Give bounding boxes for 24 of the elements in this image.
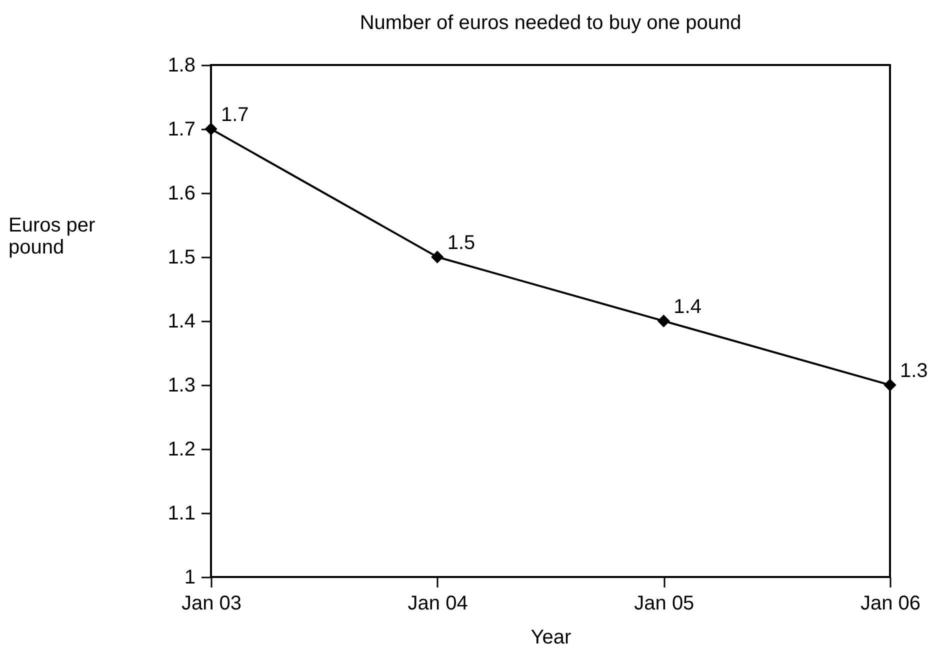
x-tick-label: Jan 04: [408, 592, 468, 614]
x-axis-title: Year: [530, 626, 572, 648]
y-tick-label: 1.7: [168, 118, 196, 140]
y-tick-label: 1.3: [168, 374, 196, 396]
y-tick-label: 1.8: [168, 54, 196, 76]
y-axis-title: Euros per pound: [8, 214, 96, 258]
point: [657, 314, 670, 328]
data-label: 1.5: [447, 232, 476, 254]
y-tick-label: 1.6: [168, 182, 196, 204]
y-tick-label: 1.2: [168, 438, 196, 460]
data-label: 1.3: [900, 360, 928, 382]
point: [431, 250, 444, 264]
data-label: 1.4: [674, 296, 702, 318]
point: [884, 378, 896, 392]
y-tick-label: 1.5: [168, 246, 196, 268]
x-tick-label: Jan 06: [860, 592, 921, 614]
point: [204, 122, 218, 136]
x-tick-label: Jan 05: [634, 592, 694, 614]
x-tick-label: Jan 03: [181, 592, 242, 614]
data-label: 1.7: [221, 104, 249, 126]
y-tick-label: 1: [184, 566, 196, 588]
y-tick-label: 1.1: [168, 502, 196, 524]
y-tick-label: 1.4: [168, 310, 196, 332]
chart-title: Number of euros needed to buy one pound: [360, 12, 742, 34]
